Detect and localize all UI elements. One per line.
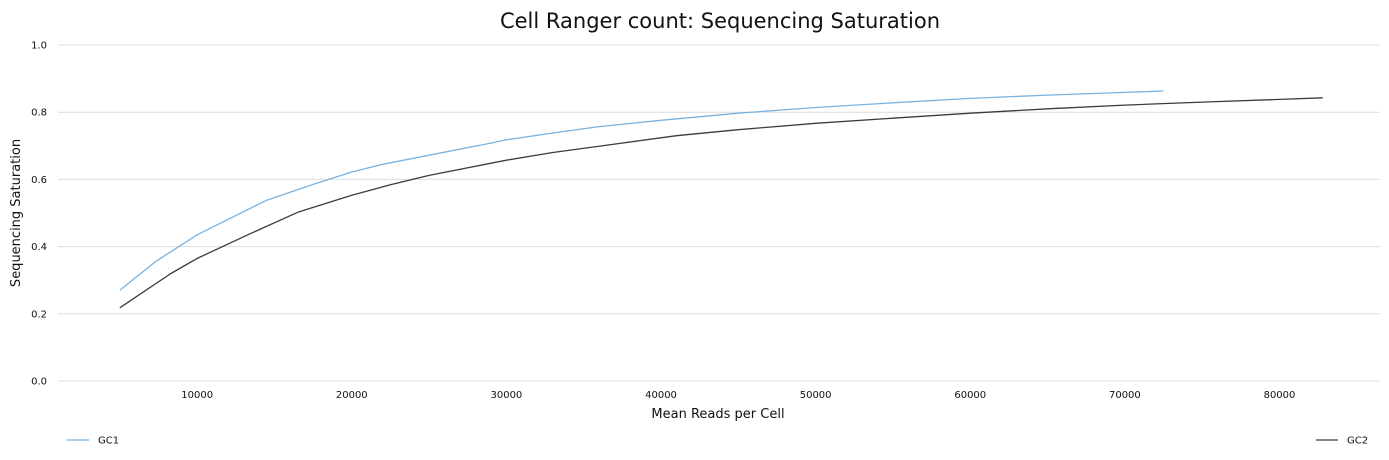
series-line-gc2 — [119, 97, 1323, 309]
y-tick-label: 0.2 — [31, 309, 47, 320]
x-tick-labels: 10000 20000 30000 40000 50000 60000 70000 80000 — [181, 390, 1295, 401]
chart-title: Cell Ranger count: Sequencing Saturation — [500, 9, 940, 33]
y-tick-labels: 0.0 0.2 0.4 0.6 0.8 1.0 — [31, 41, 47, 388]
legend[interactable]: GC1 GC2 — [67, 436, 1368, 447]
x-tick-label: 70000 — [1109, 390, 1141, 401]
x-tick-label: 40000 — [645, 390, 677, 401]
x-tick-label: 50000 — [800, 390, 832, 401]
x-tick-label: 20000 — [336, 390, 368, 401]
x-tick-label: 80000 — [1264, 390, 1296, 401]
y-tick-label: 0.4 — [31, 242, 47, 253]
x-axis-label: Mean Reads per Cell — [651, 407, 784, 422]
y-tick-label: 0.6 — [31, 175, 47, 186]
y-tick-label: 1.0 — [31, 41, 47, 52]
legend-label: GC2 — [1347, 436, 1368, 447]
y-tick-label: 0.0 — [31, 377, 47, 388]
y-tick-label: 0.8 — [31, 108, 47, 119]
x-tick-label: 60000 — [954, 390, 986, 401]
legend-item-gc1[interactable]: GC1 — [67, 436, 119, 447]
series-line-gc1 — [119, 90, 1164, 291]
series-lines — [119, 90, 1323, 309]
x-tick-label: 30000 — [490, 390, 522, 401]
legend-label: GC1 — [98, 436, 119, 447]
x-tick-label: 10000 — [181, 390, 213, 401]
y-axis-label: Sequencing Saturation — [9, 139, 24, 287]
legend-item-gc2[interactable]: GC2 — [1316, 436, 1368, 447]
grid-lines — [58, 44, 1380, 382]
